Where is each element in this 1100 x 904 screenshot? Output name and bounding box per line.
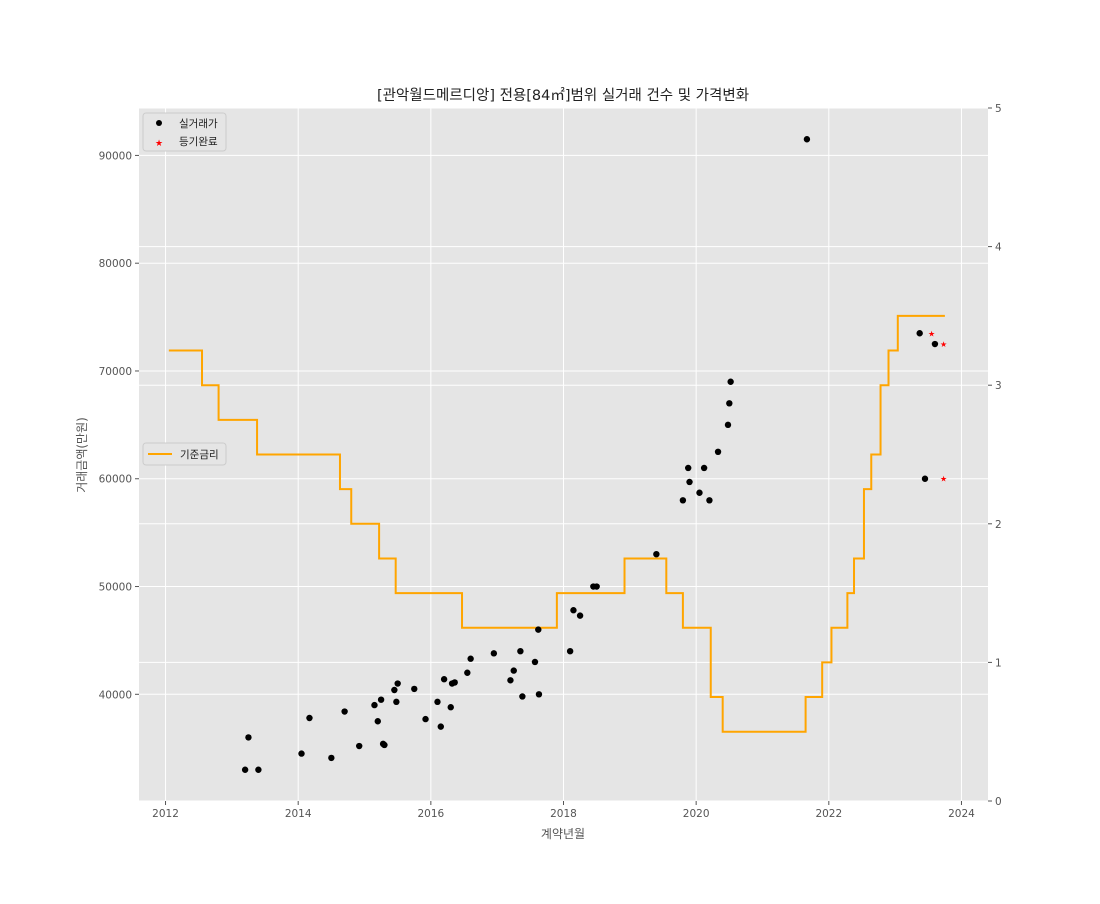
registered-point: ★ [928, 329, 935, 338]
registered-point: ★ [940, 475, 947, 484]
trade-point [724, 421, 732, 429]
trade-point [566, 647, 574, 655]
trade-point [696, 489, 703, 496]
trade-point [255, 766, 262, 773]
trade-point [570, 607, 577, 614]
legend-registered-marker: ★ [155, 139, 163, 149]
chart-title: [관악월드메르디앙] 전용[84㎡]범위 실거래 건수 및 가격변화 [377, 87, 749, 104]
trade-point [371, 701, 378, 709]
legend-rate-label: 기준금리 [180, 449, 219, 461]
axis-layer: 2012 2014 2016 2018 2020 2022 2024400005000060… [99, 103, 1002, 820]
trade-point [726, 400, 733, 407]
x-tick-label: 2012 [152, 808, 179, 820]
trade-point [507, 677, 514, 684]
grid-layer [139, 107, 988, 802]
legend-rate-box [142, 442, 227, 466]
registered-point: ★ [940, 340, 947, 349]
rate-step-line [168, 314, 945, 733]
trade-point [241, 766, 249, 773]
trade-point [535, 626, 542, 633]
y2-tick-label: 4 [995, 242, 1002, 254]
trade-point [306, 714, 313, 722]
trade-point [700, 464, 708, 472]
trade-point [535, 691, 543, 698]
legend-trades-box [142, 112, 227, 152]
y2-tick-label: 5 [995, 103, 1002, 115]
trade-point [434, 698, 441, 706]
y-tick-label: 70000 [99, 366, 132, 378]
trade-point [727, 378, 734, 385]
trade-point [490, 650, 498, 657]
trade-point [447, 704, 454, 711]
trade-point [411, 685, 418, 693]
trade-point [245, 734, 252, 741]
trade-point [519, 693, 526, 700]
trade-point [510, 667, 517, 674]
trade-point [517, 647, 524, 655]
x-axis-label: 계약년월 [541, 826, 585, 841]
y-tick-label: 80000 [99, 258, 132, 270]
trade-point [328, 754, 335, 762]
trade-point [464, 669, 471, 676]
trade-point [576, 612, 584, 619]
x-tick-label: 2022 [815, 808, 842, 820]
y-tick-label: 60000 [99, 474, 132, 486]
y-tick-label: 90000 [99, 150, 132, 162]
trade-point [440, 676, 448, 683]
trade-point [706, 497, 713, 504]
trade-point [714, 448, 722, 456]
trade-point [374, 718, 381, 725]
trade-point [921, 475, 929, 482]
legend-registered-label: 등기완료 [179, 135, 218, 148]
trade-point [377, 696, 385, 703]
trade-point [394, 680, 401, 687]
legend-rate: 기준금리 [142, 442, 227, 466]
trade-point [931, 340, 939, 348]
trade-point [437, 723, 444, 730]
x-tick-label: 2016 [417, 808, 444, 820]
trade-point [356, 742, 363, 750]
legend-trade-marker [156, 120, 162, 126]
y2-tick-label: 3 [995, 380, 1002, 392]
trade-point [391, 686, 398, 694]
trade-point [916, 330, 923, 337]
trade-point [684, 464, 692, 472]
legend-trade-label: 실거래가 [179, 118, 218, 130]
legend-trades: 실거래가 ★ 등기완료 [142, 112, 227, 152]
trade-point [422, 715, 429, 723]
y-tick-label: 50000 [99, 582, 132, 594]
trade-point [803, 136, 811, 143]
trade-point [393, 698, 400, 706]
trade-point [531, 658, 539, 666]
trade-point [467, 655, 474, 662]
x-tick-label: 2020 [683, 808, 710, 820]
y2-tick-label: 0 [995, 796, 1002, 808]
trade-point [686, 478, 693, 486]
y-axis-label: 거래금액(만원) [75, 417, 89, 493]
x-tick-label: 2024 [948, 808, 975, 820]
x-tick-label: 2018 [550, 808, 577, 820]
x-tick-label: 2014 [285, 808, 312, 820]
trade-point [381, 741, 388, 749]
points-layer: ★ ★ ★ [241, 136, 947, 773]
y-tick-label: 40000 [99, 689, 132, 701]
trade-point [653, 550, 660, 558]
y2-tick-label: 2 [995, 519, 1002, 531]
trade-point [451, 679, 458, 686]
trade-point [679, 497, 687, 504]
trade-point [593, 583, 600, 590]
rate-layer [168, 314, 945, 733]
trade-point [341, 708, 348, 715]
y2-tick-label: 1 [995, 657, 1002, 669]
trade-point [298, 750, 305, 757]
